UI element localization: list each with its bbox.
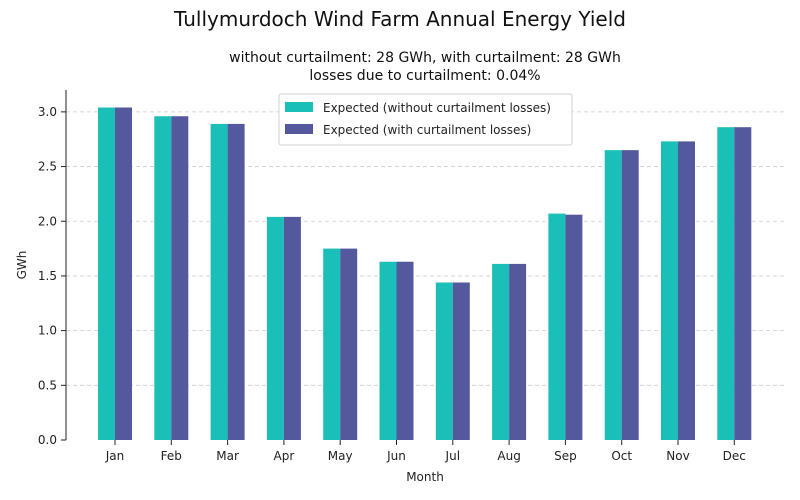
bar-without-curtailment-apr xyxy=(266,216,284,440)
bar-without-curtailment-oct xyxy=(604,150,622,440)
x-tick-label: Mar xyxy=(216,449,239,463)
y-ticks: 0.0 0.5 1.0 1.5 2.0 2.5 3.0 xyxy=(38,105,66,447)
bar-with-curtailment-dec xyxy=(734,127,752,440)
bars xyxy=(98,107,752,440)
bar-with-curtailment-apr xyxy=(283,216,301,440)
y-tick-label: 0.5 xyxy=(38,378,57,392)
bar-without-curtailment-mar xyxy=(210,123,228,440)
legend-swatch-without-curtailment xyxy=(285,102,313,112)
bar-without-curtailment-sep xyxy=(548,213,566,440)
bar-with-curtailment-sep xyxy=(565,214,583,440)
y-tick-label: 1.0 xyxy=(38,324,57,338)
bar-with-curtailment-feb xyxy=(171,116,189,440)
y-tick-label: 2.0 xyxy=(38,214,57,228)
x-tick-label: Apr xyxy=(274,449,295,463)
bar-without-curtailment-feb xyxy=(154,116,172,440)
bar-with-curtailment-mar xyxy=(227,123,245,440)
bar-without-curtailment-may xyxy=(323,248,341,440)
legend: Expected (without curtailment losses) Ex… xyxy=(278,93,573,146)
x-ticks: Jan Feb Mar Apr May Jun Jul Aug Sep Oct Nov Dec xyxy=(105,440,746,463)
chart-subtitle-line-1: without curtailment: 28 GWh, with curtai… xyxy=(229,50,621,66)
bar-without-curtailment-aug xyxy=(492,263,510,440)
y-axis-label: GWh xyxy=(15,251,29,280)
bar-with-curtailment-aug xyxy=(509,263,527,440)
x-tick-label: Aug xyxy=(497,449,520,463)
y-tick-label: 0.0 xyxy=(38,433,57,447)
chart-subtitle-line-2: losses due to curtailment: 0.04% xyxy=(309,68,540,84)
legend-swatch-with-curtailment xyxy=(285,124,313,134)
x-tick-label: Feb xyxy=(161,449,182,463)
x-tick-label: Jun xyxy=(386,449,406,463)
x-tick-label: Nov xyxy=(666,449,689,463)
legend-label-without-curtailment: Expected (without curtailment losses) xyxy=(323,101,551,115)
x-tick-label: Sep xyxy=(554,449,577,463)
bar-without-curtailment-jul xyxy=(435,282,453,440)
bar-without-curtailment-dec xyxy=(717,127,735,440)
x-tick-label: May xyxy=(328,449,353,463)
bar-with-curtailment-jul xyxy=(452,282,470,440)
chart-title: Tullymurdoch Wind Farm Annual Energy Yie… xyxy=(173,7,626,31)
x-tick-label: Jan xyxy=(105,449,125,463)
x-tick-label: Oct xyxy=(611,449,632,463)
bar-without-curtailment-jan xyxy=(98,107,115,440)
bar-with-curtailment-jan xyxy=(115,107,132,440)
bar-without-curtailment-nov xyxy=(661,141,678,440)
bar-with-curtailment-jun xyxy=(396,261,414,440)
y-tick-label: 1.5 xyxy=(38,269,57,283)
x-tick-label: Dec xyxy=(723,449,746,463)
y-tick-label: 2.5 xyxy=(38,160,57,174)
bar-without-curtailment-jun xyxy=(379,261,397,440)
bar-with-curtailment-nov xyxy=(678,141,695,440)
bar-with-curtailment-may xyxy=(340,248,358,440)
legend-frame xyxy=(278,93,573,146)
x-axis-label: Month xyxy=(406,470,444,484)
legend-label-with-curtailment: Expected (with curtailment losses) xyxy=(323,123,531,137)
x-tick-label: Jul xyxy=(445,449,460,463)
bar-with-curtailment-oct xyxy=(621,150,639,440)
y-tick-label: 3.0 xyxy=(38,105,57,119)
